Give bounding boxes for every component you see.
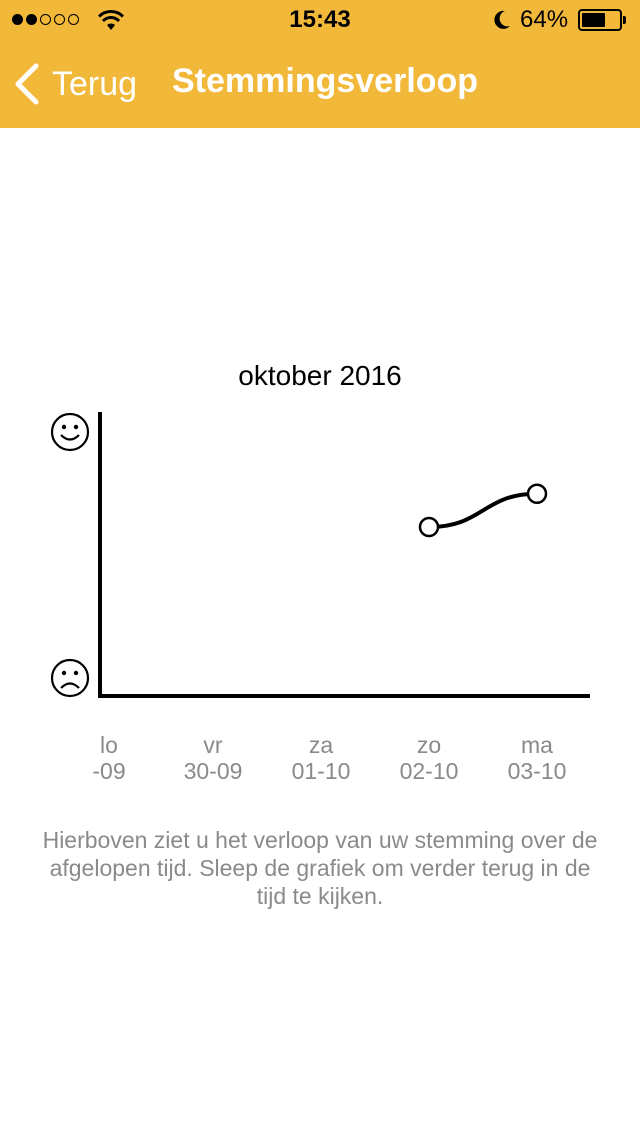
x-tick-label: ma 03-10	[492, 732, 582, 784]
back-label: Terug	[52, 64, 138, 103]
header: 15:43 64% Terug Stemmingsverloop	[0, 0, 640, 128]
x-tick-date: 01-10	[291, 758, 351, 784]
signal-dot	[12, 14, 23, 25]
battery-percent: 64%	[520, 6, 569, 33]
battery-nub	[623, 16, 626, 24]
nav-bar: Terug Stemmingsverloop	[0, 40, 640, 128]
x-tick-date: 30-09	[183, 758, 243, 784]
moon-icon	[494, 10, 510, 29]
battery-icon	[578, 9, 626, 31]
x-tick-day: lo	[100, 732, 118, 758]
chart-title: oktober 2016	[238, 360, 402, 391]
status-time: 15:43	[289, 6, 351, 33]
x-tick-label: zo 02-10	[384, 732, 474, 784]
signal-dot	[54, 14, 65, 25]
x-tick-date: -09	[92, 758, 126, 784]
x-tick-day: zo	[416, 732, 442, 758]
back-button[interactable]: Terug	[10, 56, 137, 112]
page-title: Stemmingsverloop	[172, 62, 479, 100]
mood-chart[interactable]	[0, 400, 640, 710]
series-line	[428, 491, 538, 530]
x-tick-date: 02-10	[399, 758, 459, 784]
status-bar: 15:43 64%	[0, 0, 640, 40]
x-tick-label: vr 30-09	[168, 732, 258, 784]
x-tick-day: vr	[203, 732, 223, 758]
sad-face-icon	[50, 658, 90, 698]
battery-fill	[582, 13, 605, 27]
x-tick-day: ma	[521, 732, 553, 758]
signal-dots-icon	[12, 14, 79, 25]
data-point	[418, 516, 440, 538]
help-text: Hierboven ziet u het verloop van uw stem…	[42, 827, 598, 909]
signal-dot	[68, 14, 79, 25]
smiley-face-icon	[50, 412, 90, 452]
x-tick-day: za	[308, 732, 334, 758]
x-tick-label: lo -09	[64, 732, 154, 784]
data-point	[526, 483, 548, 505]
x-tick-label: za 01-10	[276, 732, 366, 784]
wifi-icon	[97, 10, 125, 30]
x-tick-date: 03-10	[507, 758, 567, 784]
signal-dot	[26, 14, 37, 25]
signal-dot	[40, 14, 51, 25]
chevron-left-icon	[15, 63, 39, 105]
